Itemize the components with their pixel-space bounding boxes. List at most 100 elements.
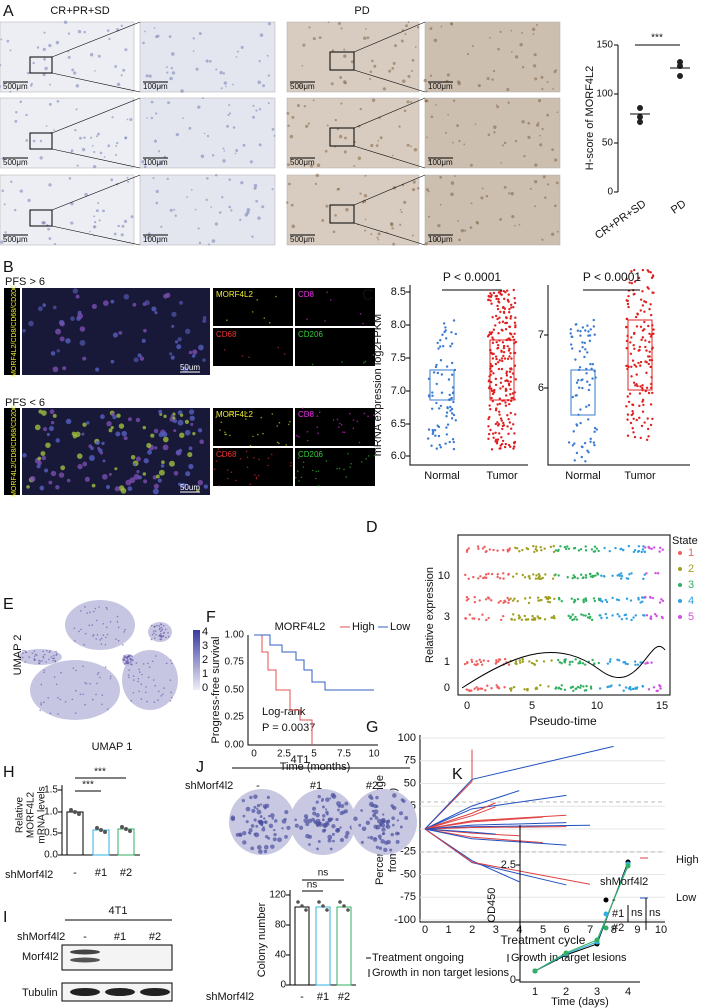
texture-dot xyxy=(0,240,4,244)
point xyxy=(432,371,436,374)
texture-dot xyxy=(93,150,96,154)
point xyxy=(608,549,611,553)
texture-dot xyxy=(166,177,169,181)
cell xyxy=(162,444,169,451)
point xyxy=(570,335,573,338)
texture-dot xyxy=(331,49,335,52)
channel-image xyxy=(213,408,293,446)
cell xyxy=(184,429,191,436)
label: Progress-free survival xyxy=(210,637,222,744)
point xyxy=(546,600,550,603)
cell xyxy=(41,455,47,461)
cell xyxy=(41,659,43,662)
texture-dot xyxy=(407,21,410,24)
point xyxy=(537,576,541,579)
texture-dot xyxy=(116,82,121,87)
texture-dot xyxy=(369,77,372,80)
cell xyxy=(48,480,53,485)
point xyxy=(503,599,506,603)
cell xyxy=(106,633,109,636)
point xyxy=(579,684,583,687)
texture-dot xyxy=(78,136,82,140)
point xyxy=(492,436,495,439)
texture-dot xyxy=(141,160,145,164)
cell xyxy=(159,627,161,630)
signal xyxy=(257,433,259,436)
cell xyxy=(86,421,90,425)
cell xyxy=(42,650,44,653)
signal xyxy=(246,466,249,468)
cell xyxy=(89,611,91,614)
point xyxy=(434,365,438,369)
texture-dot xyxy=(43,57,46,61)
point xyxy=(535,574,538,577)
signal xyxy=(367,455,370,457)
texture-dot xyxy=(267,102,270,105)
texture-dot xyxy=(428,159,432,163)
point xyxy=(571,576,574,580)
point xyxy=(577,386,581,389)
texture-dot xyxy=(556,230,559,233)
colony xyxy=(395,839,400,844)
cell xyxy=(135,662,138,664)
texture-dot xyxy=(228,112,232,115)
point xyxy=(599,614,602,617)
texture-dot xyxy=(394,44,397,48)
texture-dot xyxy=(312,99,315,102)
micrograph xyxy=(139,21,276,93)
texture-dot xyxy=(514,224,516,227)
cell xyxy=(153,701,156,703)
point xyxy=(588,334,592,337)
signal xyxy=(343,431,346,434)
tick-label: -75 xyxy=(400,891,416,903)
signal xyxy=(258,458,260,461)
signal xyxy=(213,468,216,471)
signal xyxy=(336,468,338,470)
point xyxy=(517,614,521,617)
cell xyxy=(142,425,147,430)
point xyxy=(501,341,505,344)
point xyxy=(646,427,650,431)
texture-dot xyxy=(546,113,550,117)
tick-label: 2 xyxy=(469,924,475,936)
texture-dot xyxy=(255,199,258,203)
texture-dot xyxy=(192,37,195,40)
point xyxy=(573,442,576,445)
point xyxy=(487,659,490,663)
point xyxy=(503,657,507,661)
texture-dot xyxy=(257,216,261,220)
signal xyxy=(300,476,303,479)
colony xyxy=(255,824,259,828)
point xyxy=(525,688,529,691)
colony xyxy=(253,794,258,799)
cell xyxy=(38,409,43,414)
cell xyxy=(24,649,26,652)
texture-dot xyxy=(456,124,460,128)
point xyxy=(629,688,632,691)
point xyxy=(630,572,633,575)
label: ns xyxy=(318,868,329,879)
texture-dot xyxy=(19,100,23,103)
point xyxy=(594,574,597,577)
point xyxy=(626,334,629,338)
point xyxy=(489,408,492,411)
cell xyxy=(203,484,209,489)
cell xyxy=(141,673,143,676)
point xyxy=(638,404,641,408)
point xyxy=(616,574,619,577)
point xyxy=(582,576,585,579)
label: Normal xyxy=(424,470,459,482)
zoom-line xyxy=(353,222,426,246)
texture-dot xyxy=(228,178,231,181)
point xyxy=(637,114,643,120)
texture-dot xyxy=(287,163,290,167)
point xyxy=(438,345,442,348)
texture-dot xyxy=(286,201,289,204)
point xyxy=(630,365,633,368)
point xyxy=(439,404,443,408)
cell xyxy=(42,303,47,307)
point xyxy=(499,387,502,390)
point xyxy=(660,598,663,601)
signal xyxy=(277,346,280,349)
texture-dot xyxy=(539,134,541,137)
